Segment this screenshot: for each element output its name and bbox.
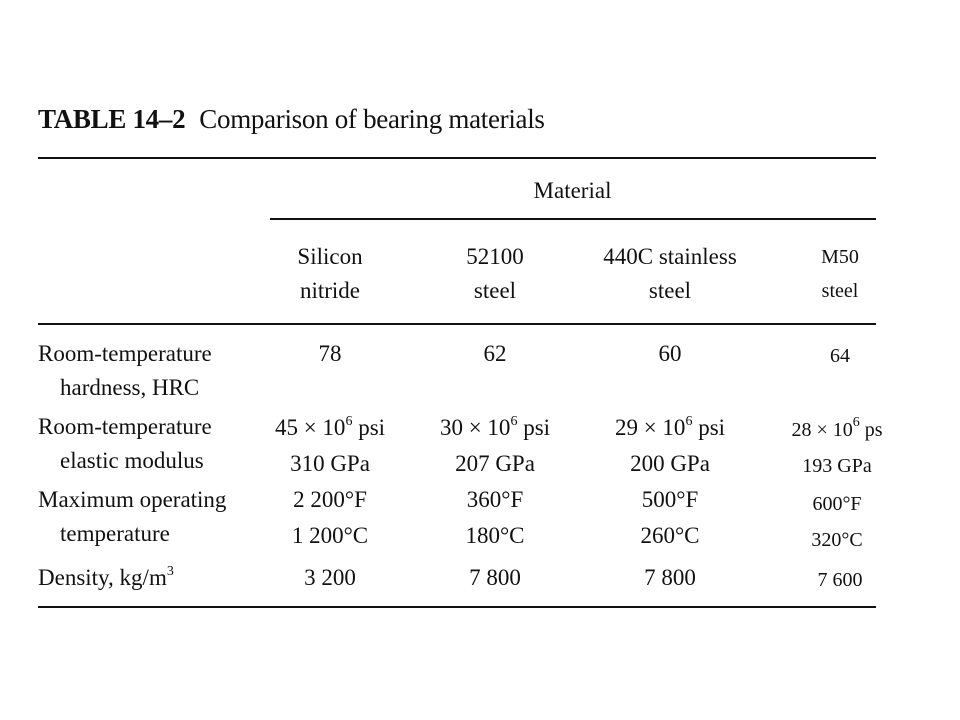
cell-value: 29 × 106 psi bbox=[614, 414, 726, 441]
row-label-line: Room-temperature bbox=[38, 341, 212, 366]
cell-density-52100: 7 800 bbox=[430, 560, 560, 596]
cell-temperature-52100: 360°F 180°C bbox=[420, 482, 570, 554]
cell-value: 7 800 bbox=[469, 565, 521, 590]
cell-modulus-52100: 30 × 106 psi 207 GPa bbox=[420, 410, 570, 482]
cell-value: 2 200°F bbox=[293, 487, 367, 512]
cell-density-440c: 7 800 bbox=[590, 560, 750, 596]
row-label-line: Maximum operating bbox=[38, 487, 227, 512]
cell-value: 7 800 bbox=[644, 565, 696, 590]
row-label-line: Density, kg/m3 bbox=[38, 564, 174, 591]
cell-value: 28 × 106 ps bbox=[791, 415, 883, 442]
cell-value: 7 600 bbox=[817, 569, 863, 591]
cell-hardness-440c: 60 bbox=[590, 336, 750, 372]
cell-value: 45 × 106 psi bbox=[274, 414, 386, 441]
cell-value: 360°F bbox=[466, 487, 524, 512]
cell-value: 180°C bbox=[465, 523, 525, 548]
column-header-line: M50 bbox=[821, 246, 859, 268]
column-header-line: steel bbox=[473, 278, 517, 303]
cell-value: 260°C bbox=[640, 523, 700, 548]
cell-value: 500°F bbox=[641, 487, 699, 512]
top-rule bbox=[38, 157, 876, 159]
group-rule bbox=[270, 218, 876, 220]
cell-value: 60 bbox=[658, 341, 682, 366]
cell-value: 30 × 106 psi bbox=[439, 414, 551, 441]
cell-hardness-52100: 62 bbox=[430, 336, 560, 372]
cell-value: 193 GPa bbox=[802, 455, 872, 477]
table-number: TABLE 14–2 bbox=[38, 104, 186, 134]
cell-value: 1 200°C bbox=[291, 523, 369, 548]
column-header-line: 52100 bbox=[466, 244, 524, 269]
material-group-header: Material bbox=[533, 178, 612, 203]
cell-value: 3 200 bbox=[304, 565, 356, 590]
cell-density-silicon-nitride: 3 200 bbox=[265, 560, 395, 596]
cell-value: 207 GPa bbox=[455, 451, 535, 476]
cell-hardness-silicon-nitride: 78 bbox=[265, 336, 395, 372]
cell-value: 78 bbox=[318, 341, 342, 366]
header-rule bbox=[38, 323, 876, 325]
bottom-rule bbox=[38, 606, 876, 608]
cell-modulus-440c: 29 × 106 psi 200 GPa bbox=[590, 410, 750, 482]
column-header-line: Silicon bbox=[297, 244, 363, 269]
cell-value: 320°C bbox=[811, 529, 863, 551]
row-label-density: Density, kg/m3 bbox=[38, 561, 174, 595]
cell-temperature-440c: 500°F 260°C bbox=[590, 482, 750, 554]
cell-value: 64 bbox=[830, 345, 850, 367]
column-header-line: 440C stainless bbox=[603, 244, 737, 269]
row-label-hardness: Room-temperature hardness, HRC bbox=[38, 337, 212, 405]
cell-value: 600°F bbox=[812, 493, 862, 515]
cell-value: 62 bbox=[483, 341, 507, 366]
cell-temperature-silicon-nitride: 2 200°F 1 200°C bbox=[255, 482, 405, 554]
cell-value: 200 GPa bbox=[630, 451, 710, 476]
column-header-silicon-nitride: Silicon nitride bbox=[265, 240, 395, 308]
cell-value: 310 GPa bbox=[290, 451, 370, 476]
row-label-line: hardness, HRC bbox=[60, 375, 200, 400]
column-header-m50-steel: M50 steel bbox=[790, 240, 890, 308]
cell-density-m50: 7 600 bbox=[790, 562, 890, 598]
row-label-line: elastic modulus bbox=[60, 448, 204, 473]
column-header-line: steel bbox=[821, 280, 859, 302]
column-header-line: nitride bbox=[299, 278, 361, 303]
row-label-max-operating-temperature: Maximum operating temperature bbox=[38, 483, 226, 551]
cell-modulus-m50: 28 × 106 ps 193 GPa bbox=[782, 412, 892, 484]
cell-modulus-silicon-nitride: 45 × 106 psi 310 GPa bbox=[255, 410, 405, 482]
cell-hardness-m50: 64 bbox=[790, 338, 890, 374]
row-label-line: temperature bbox=[60, 521, 170, 546]
column-header-440c-stainless-steel: 440C stainless steel bbox=[590, 240, 750, 308]
column-header-52100-steel: 52100 steel bbox=[430, 240, 560, 308]
table-caption: TABLE 14–2 Comparison of bearing material… bbox=[38, 104, 545, 135]
column-header-line: steel bbox=[648, 278, 692, 303]
row-label-elastic-modulus: Room-temperature elastic modulus bbox=[38, 410, 212, 478]
row-label-line: Room-temperature bbox=[38, 414, 212, 439]
table-title: Comparison of bearing materials bbox=[199, 104, 545, 134]
cell-temperature-m50: 600°F 320°C bbox=[782, 486, 892, 558]
